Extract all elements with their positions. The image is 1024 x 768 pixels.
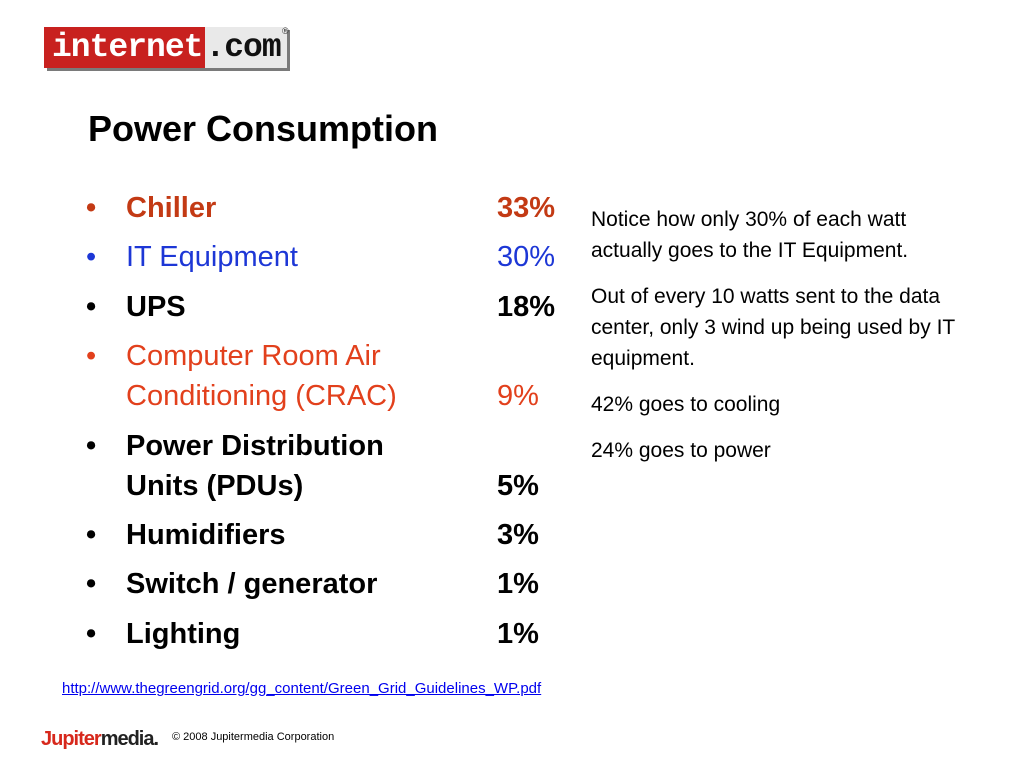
- registered-mark: ®: [282, 26, 289, 36]
- item-label: IT Equipment: [126, 237, 298, 277]
- bullet-icon: •: [86, 617, 97, 650]
- item-percent: 1%: [497, 568, 539, 601]
- internet-com-logo: internet .com: [44, 27, 287, 68]
- item-label-line: UPS: [126, 290, 186, 323]
- item-percent: 5%: [497, 469, 539, 502]
- item-label-line: Lighting: [126, 617, 241, 650]
- source-link[interactable]: http://www.thegreengrid.org/gg_content/G…: [62, 680, 542, 697]
- bullet-icon: •: [86, 519, 97, 551]
- item-label: Computer Room Air Conditioning (CRAC): [126, 336, 397, 416]
- jupitermedia-logo-part1: Jupiter: [41, 728, 102, 750]
- logo-right-text: .com: [205, 27, 287, 68]
- copyright-text: © 2008 Jupitermedia Corporation: [172, 731, 335, 743]
- notes-box: Notice how only 30% of each watt actuall…: [591, 204, 981, 481]
- item-percent: 18%: [497, 290, 556, 323]
- item-label-line: Chiller: [126, 192, 217, 224]
- item-label-line: Humidifiers: [126, 519, 286, 551]
- item-label-line: Power Distribution: [126, 429, 384, 462]
- bullet-icon: •: [86, 241, 97, 274]
- bullet-icon: •: [86, 429, 97, 462]
- item-label-line: Computer Room Air: [126, 340, 381, 373]
- jupitermedia-logo-part2: media.: [100, 728, 159, 750]
- slide-title: Power Consumption: [88, 108, 438, 149]
- item-label-line: IT Equipment: [126, 241, 298, 274]
- bullet-icon: •: [86, 290, 97, 323]
- bullet-icon: •: [86, 340, 97, 373]
- item-percent: 33%: [497, 192, 556, 224]
- item-label-line: Conditioning (CRAC): [126, 380, 397, 413]
- item-percent: 9%: [497, 380, 539, 413]
- item-label-line: Switch / generator: [126, 568, 378, 601]
- bullet-icon: •: [86, 568, 97, 601]
- item-label-line: Units (PDUs): [126, 469, 304, 502]
- item-label: Power Distribution Units (PDUs): [126, 426, 384, 506]
- note-power: 24% goes to power: [591, 439, 771, 462]
- item-percent: 30%: [497, 241, 556, 274]
- item-percent: 3%: [497, 519, 539, 551]
- jupitermedia-logo: Jupitermedia.: [41, 728, 159, 751]
- note-10-watts: Out of every 10 watts sent to the data c…: [591, 285, 955, 370]
- bullet-icon: •: [86, 192, 97, 224]
- item-label: Humidifiers: [126, 515, 286, 555]
- note-cooling: 42% goes to cooling: [591, 393, 781, 416]
- item-label: Chiller: [126, 188, 216, 228]
- item-percent: 1%: [497, 617, 539, 650]
- item-label: UPS: [126, 287, 186, 327]
- note-30-percent: Notice how only 30% of each watt actuall…: [591, 208, 909, 262]
- logo-left-text: internet: [44, 27, 206, 68]
- item-label: Lighting: [126, 614, 240, 654]
- item-label: Switch / generator: [126, 564, 377, 604]
